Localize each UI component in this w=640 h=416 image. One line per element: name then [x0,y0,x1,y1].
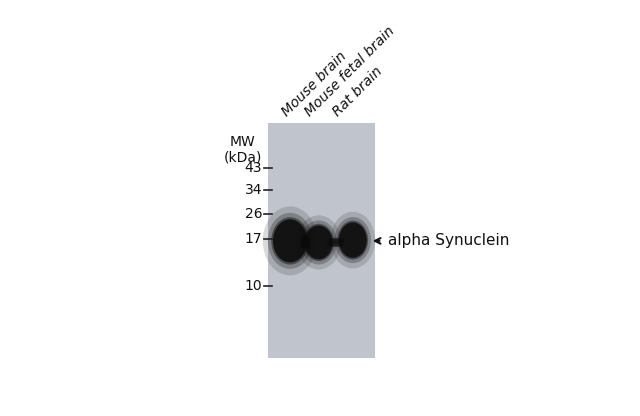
Ellipse shape [326,238,331,247]
Ellipse shape [301,237,306,248]
Text: 10: 10 [244,279,262,292]
Ellipse shape [301,237,305,248]
Ellipse shape [333,238,338,247]
Text: 17: 17 [244,232,262,245]
Ellipse shape [329,238,334,247]
Ellipse shape [304,237,309,248]
Ellipse shape [336,238,340,247]
Text: Mouse fetal brain: Mouse fetal brain [303,24,398,119]
Ellipse shape [300,237,305,248]
Ellipse shape [296,215,341,270]
Ellipse shape [300,237,305,248]
Ellipse shape [339,238,344,247]
Ellipse shape [337,238,342,247]
Ellipse shape [340,238,346,247]
Ellipse shape [301,220,337,265]
Text: MW
(kDa): MW (kDa) [223,135,262,165]
Ellipse shape [306,237,310,248]
Ellipse shape [302,237,307,248]
Bar [268,123,374,358]
Text: Mouse brain: Mouse brain [279,49,349,119]
Ellipse shape [332,238,336,247]
Text: 43: 43 [244,161,262,175]
Ellipse shape [334,238,339,247]
Ellipse shape [301,237,307,248]
Ellipse shape [303,237,307,248]
Ellipse shape [305,225,333,259]
Ellipse shape [335,238,339,247]
Ellipse shape [303,237,308,248]
Ellipse shape [305,237,309,248]
Ellipse shape [305,237,310,248]
Ellipse shape [330,212,375,268]
Ellipse shape [301,237,305,248]
Ellipse shape [304,237,308,248]
Text: Rat brain: Rat brain [330,64,385,119]
Ellipse shape [301,237,306,248]
Ellipse shape [300,237,304,248]
Ellipse shape [306,237,310,248]
Ellipse shape [307,237,311,248]
Ellipse shape [302,237,307,248]
Ellipse shape [332,238,337,247]
Ellipse shape [303,237,308,248]
Ellipse shape [303,224,334,261]
Text: 34: 34 [244,183,262,197]
Ellipse shape [340,238,344,247]
Ellipse shape [307,237,311,248]
Ellipse shape [273,219,307,262]
Ellipse shape [335,217,371,263]
Ellipse shape [305,237,310,248]
Ellipse shape [271,217,308,265]
Ellipse shape [338,238,342,247]
Ellipse shape [339,223,367,258]
Text: alpha Synuclein: alpha Synuclein [388,233,509,248]
Ellipse shape [303,237,307,248]
Ellipse shape [339,238,343,247]
Ellipse shape [304,237,308,248]
Ellipse shape [268,213,312,269]
Ellipse shape [331,238,335,247]
Ellipse shape [335,238,340,247]
Ellipse shape [263,206,317,275]
Ellipse shape [328,238,333,247]
Ellipse shape [330,238,335,247]
Ellipse shape [328,238,332,247]
Ellipse shape [305,237,310,248]
Text: 26: 26 [244,207,262,221]
Ellipse shape [327,238,332,247]
Ellipse shape [337,220,368,260]
